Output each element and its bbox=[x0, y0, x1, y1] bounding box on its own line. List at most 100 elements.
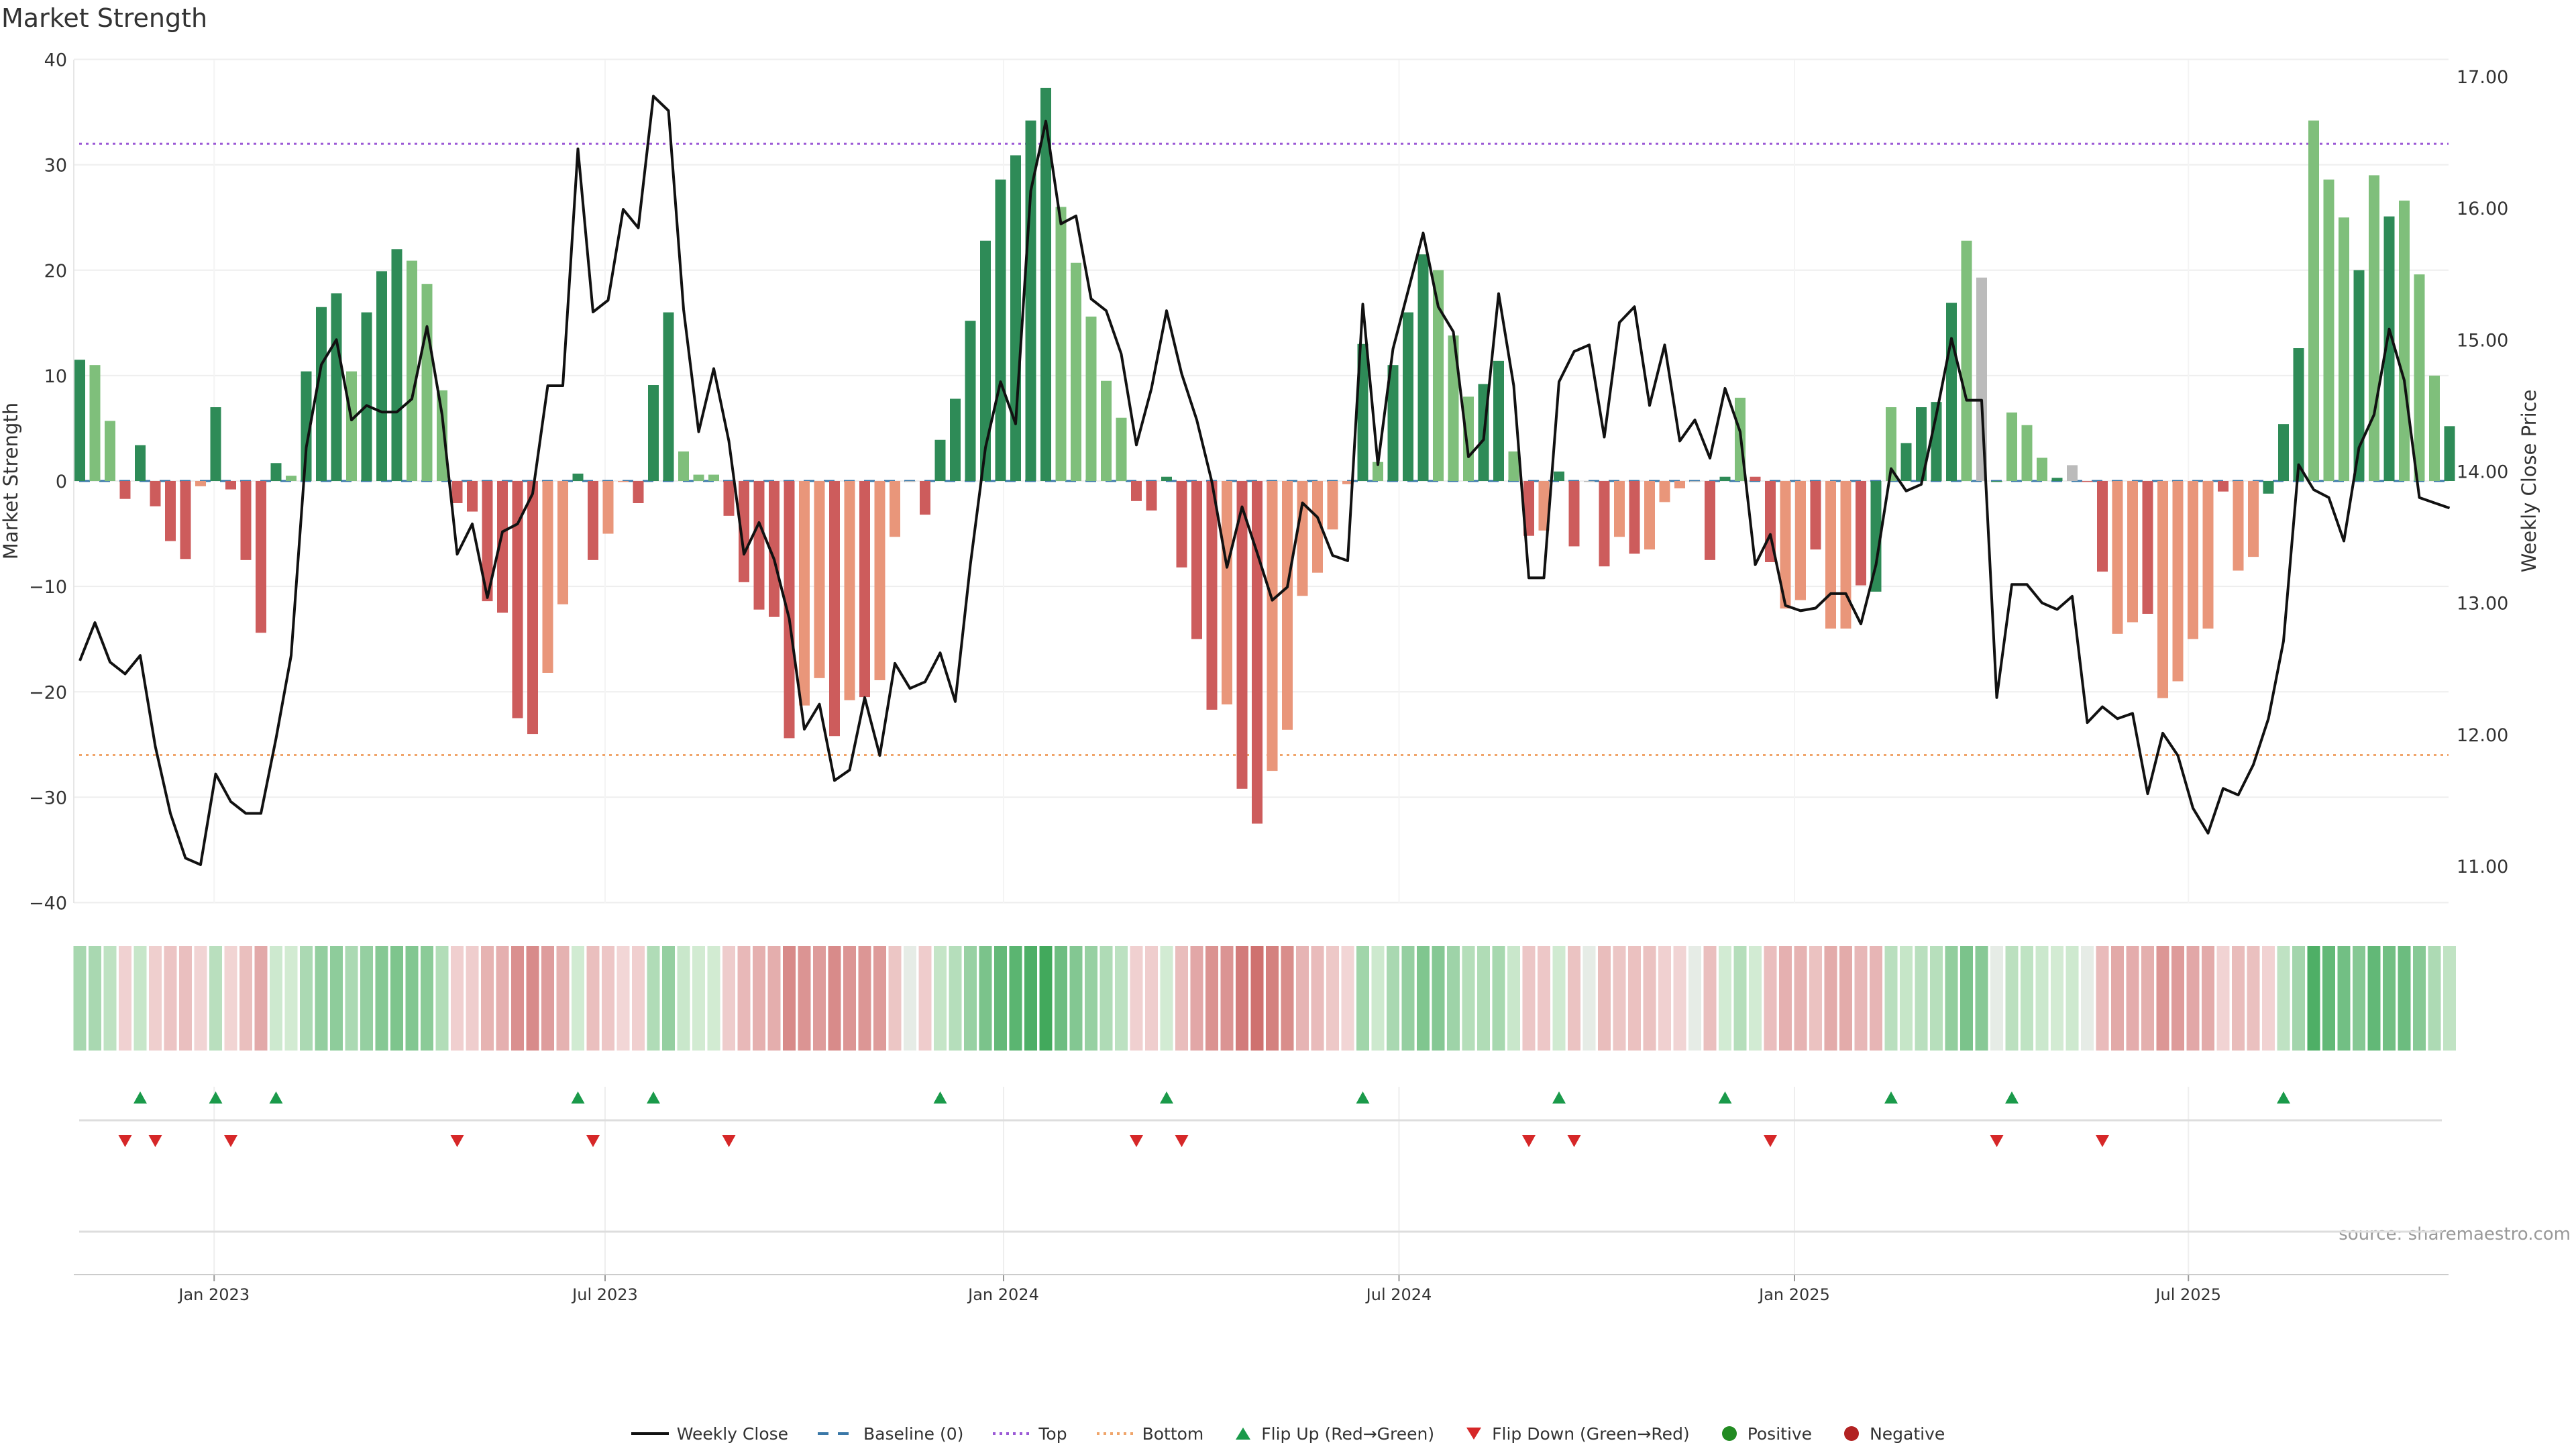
heat-strip-cell bbox=[904, 946, 916, 1051]
heat-strip-cell bbox=[2398, 946, 2411, 1051]
strength-bar bbox=[331, 293, 342, 481]
strength-bar bbox=[195, 481, 206, 486]
heat-strip-cell bbox=[1884, 946, 1898, 1051]
strength-bar bbox=[346, 371, 357, 481]
legend-item-dash[interactable]: Baseline (0) bbox=[818, 1424, 963, 1444]
heat-strip-cell bbox=[270, 946, 282, 1051]
strength-bar bbox=[1825, 481, 1836, 629]
strength-bar bbox=[890, 481, 900, 537]
y2-tick-label: 15.00 bbox=[2457, 330, 2508, 351]
heat-strip-cell bbox=[405, 946, 419, 1051]
heat-strip-cell bbox=[2337, 946, 2351, 1051]
y2-tick-label: 17.00 bbox=[2457, 67, 2508, 88]
heat-strip-cell bbox=[103, 946, 117, 1051]
heat-strip-cell bbox=[949, 946, 962, 1051]
strength-bar bbox=[1795, 481, 1806, 600]
flip-down-marker bbox=[1522, 1135, 1536, 1147]
heat-strip-cell bbox=[511, 946, 524, 1051]
legend-item-dot-top[interactable]: Top bbox=[993, 1424, 1067, 1444]
heat-strip-cell bbox=[707, 946, 720, 1051]
flip-up-marker bbox=[1884, 1091, 1898, 1104]
heat-strip-cell bbox=[1099, 946, 1113, 1051]
strength-bar bbox=[1387, 365, 1399, 481]
heat-strip-cell bbox=[451, 946, 464, 1051]
legend-item-tri-up[interactable]: Flip Up (Red→Green) bbox=[1233, 1424, 1434, 1444]
heat-strip-cell bbox=[1779, 946, 1792, 1051]
strength-bar bbox=[1916, 407, 1927, 481]
legend-label: Baseline (0) bbox=[863, 1424, 964, 1444]
strength-bar bbox=[1085, 316, 1097, 481]
legend-item-circle-pos[interactable]: Positive bbox=[1719, 1424, 1812, 1444]
strength-bar bbox=[1176, 481, 1187, 568]
heat-strip-cell bbox=[209, 946, 222, 1051]
heat-strip-cell bbox=[435, 946, 449, 1051]
flip-down-marker bbox=[722, 1135, 736, 1147]
strength-bar bbox=[1674, 481, 1685, 488]
heat-strip-cell bbox=[1250, 946, 1264, 1051]
dot-bottom-icon bbox=[1096, 1430, 1134, 1438]
heat-strip-cell bbox=[300, 946, 313, 1051]
y2-tick-label: 16.00 bbox=[2457, 199, 2508, 219]
heat-strip-cell bbox=[828, 946, 841, 1051]
legend-item-dot-bottom[interactable]: Bottom bbox=[1096, 1424, 1203, 1444]
heat-strip-cell bbox=[2005, 946, 2019, 1051]
strength-bar bbox=[512, 481, 523, 718]
strength-bar bbox=[316, 307, 327, 481]
heat-strip-cell bbox=[1854, 946, 1868, 1051]
flip-down-marker bbox=[1764, 1135, 1777, 1147]
strength-bar bbox=[1146, 481, 1157, 511]
heat-strip-cell bbox=[1371, 946, 1385, 1051]
strength-bar bbox=[920, 481, 930, 515]
strength-bar bbox=[1659, 481, 1670, 502]
heat-strip-cell bbox=[1055, 946, 1067, 1051]
heat-strip-cell bbox=[1990, 946, 2003, 1051]
strength-bar bbox=[286, 476, 297, 481]
strength-bar bbox=[1719, 476, 1731, 481]
heat-strip-cell bbox=[737, 946, 751, 1051]
strength-bar bbox=[482, 481, 493, 602]
heat-strip-cell bbox=[1582, 946, 1596, 1051]
flip-up-marker bbox=[269, 1091, 283, 1104]
y-tick-label: −30 bbox=[29, 788, 67, 808]
heat-strip-cell bbox=[1507, 946, 1520, 1051]
strength-bar bbox=[2353, 270, 2365, 481]
legend-item-line[interactable]: Weekly Close bbox=[631, 1424, 788, 1444]
strength-bar bbox=[150, 481, 161, 506]
strength-bar bbox=[1705, 481, 1715, 560]
heat-strip-cell bbox=[1824, 946, 1837, 1051]
legend-item-tri-down[interactable]: Flip Down (Green→Red) bbox=[1464, 1424, 1690, 1444]
strength-bar bbox=[1508, 451, 1519, 481]
flip-down-marker bbox=[118, 1135, 132, 1147]
heat-strip-cell bbox=[2065, 946, 2079, 1051]
heat-strip-cell bbox=[616, 946, 630, 1051]
strength-bar bbox=[1101, 380, 1112, 481]
heat-strip-cell bbox=[1749, 946, 1762, 1051]
legend-item-circle-neg[interactable]: Negative bbox=[1841, 1424, 1945, 1444]
heat-strip-cell bbox=[1341, 946, 1354, 1051]
heat-strip-cell bbox=[798, 946, 811, 1051]
strength-bar bbox=[1523, 481, 1534, 536]
strength-bar bbox=[240, 481, 252, 560]
heat-strip-cell bbox=[1568, 946, 1580, 1051]
heat-strip-cell bbox=[1024, 946, 1037, 1051]
heat-strip-cell bbox=[1673, 946, 1686, 1051]
strength-bar bbox=[2082, 481, 2093, 482]
heat-strip-cell bbox=[254, 946, 268, 1051]
strength-bar bbox=[2172, 481, 2184, 682]
heat-strip-cell bbox=[2232, 946, 2245, 1051]
strength-bar bbox=[74, 360, 85, 481]
heat-strip-cell bbox=[2353, 946, 2365, 1051]
heat-strip-cell bbox=[390, 946, 403, 1051]
strength-bar bbox=[1629, 481, 1640, 554]
strength-bar bbox=[1448, 335, 1459, 481]
strength-bar bbox=[1780, 481, 1791, 609]
strength-bar bbox=[1357, 343, 1368, 481]
heat-strip-cell bbox=[1311, 946, 1324, 1051]
weekly-close-series bbox=[78, 95, 2451, 866]
strength-bar bbox=[1403, 312, 1413, 481]
strength-bar bbox=[421, 284, 433, 481]
heat-strip-cell bbox=[541, 946, 554, 1051]
strength-bar bbox=[2097, 481, 2108, 572]
strength-bar bbox=[467, 481, 478, 512]
y2-axis-title: Weekly Close Price bbox=[2518, 390, 2540, 573]
